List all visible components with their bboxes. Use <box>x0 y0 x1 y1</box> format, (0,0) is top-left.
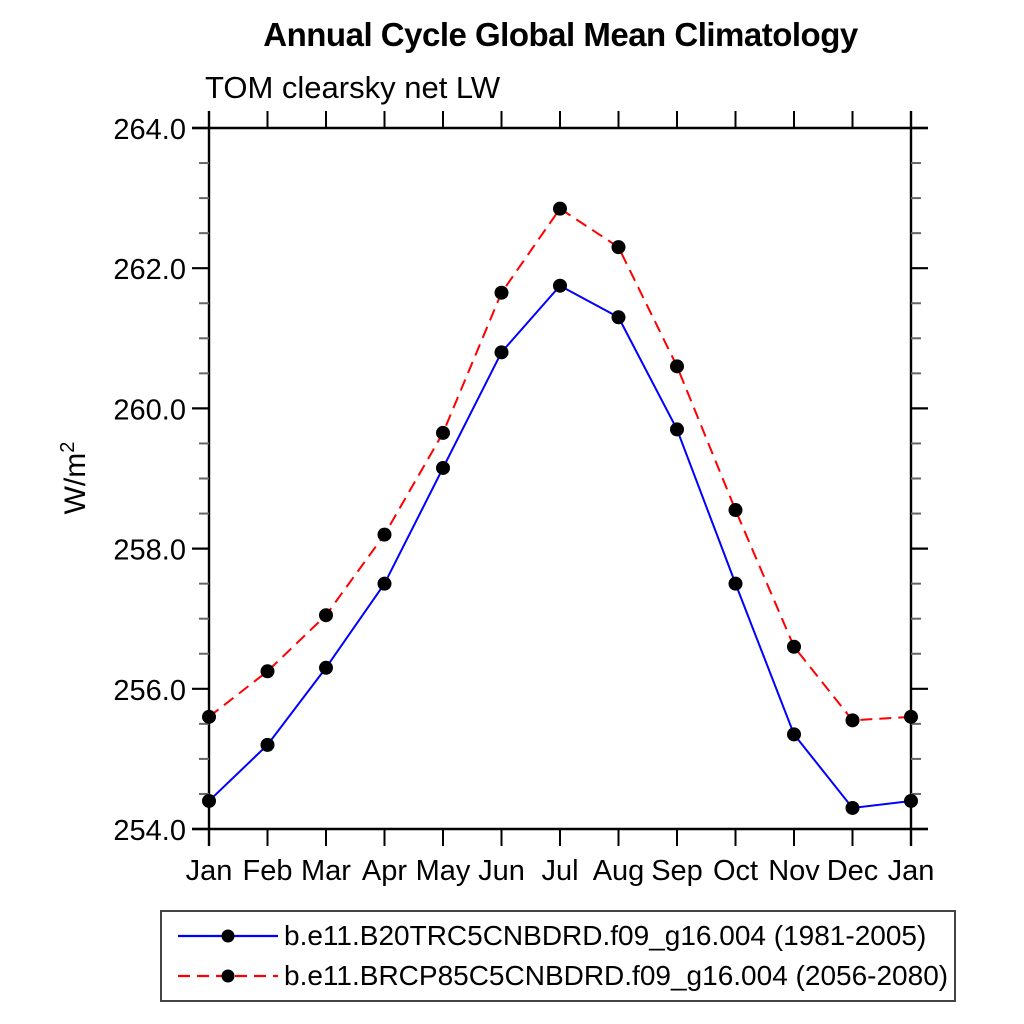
y-tick-label: 258.0 <box>113 535 186 567</box>
data-point <box>202 793 216 808</box>
data-point <box>553 278 567 293</box>
x-tick-label: Mar <box>301 855 351 887</box>
data-point <box>319 608 333 623</box>
chart-subtitle: TOM clearsky net LW <box>205 70 501 105</box>
data-point <box>670 422 684 437</box>
data-point <box>670 359 684 374</box>
data-point <box>494 285 509 300</box>
data-point <box>553 201 567 216</box>
x-tick-label: Apr <box>362 855 407 887</box>
x-tick-label: May <box>416 855 471 887</box>
x-tick-label: Nov <box>768 855 820 887</box>
legend-marker <box>221 929 235 943</box>
data-point <box>377 576 392 591</box>
data-point <box>377 527 392 542</box>
data-point <box>202 709 216 724</box>
data-point <box>787 727 801 742</box>
y-tick-label: 262.0 <box>113 254 186 286</box>
x-tick-label: Feb <box>243 855 293 887</box>
data-point <box>904 793 918 808</box>
x-tick-label: Jul <box>541 855 578 887</box>
data-point <box>494 345 509 360</box>
y-tick-label: 260.0 <box>113 394 186 426</box>
x-tick-label: Dec <box>827 855 879 887</box>
data-point <box>611 240 626 255</box>
x-tick-label: Jan <box>186 855 233 887</box>
data-point <box>436 425 450 440</box>
x-tick-label: Jun <box>478 855 525 887</box>
legend-line-sample <box>178 969 278 983</box>
data-point <box>611 310 626 325</box>
y-tick-label: 264.0 <box>113 114 186 146</box>
data-point <box>904 709 918 724</box>
series-line <box>208 284 912 810</box>
data-point <box>787 639 801 654</box>
data-point <box>845 713 860 728</box>
legend: b.e11.B20TRC5CNBDRD.f09_g16.004 (1981-20… <box>160 910 956 1002</box>
data-point <box>436 460 450 475</box>
y-tick-label: 254.0 <box>113 815 186 847</box>
legend-marker <box>221 969 235 983</box>
data-point <box>728 576 743 591</box>
legend-item: b.e11.BRCP85C5CNBDRD.f09_g16.004 (2056-2… <box>172 960 954 992</box>
data-point <box>319 660 333 675</box>
x-tick-label: Oct <box>713 855 758 887</box>
legend-line-sample <box>178 929 278 943</box>
legend-label: b.e11.B20TRC5CNBDRD.f09_g16.004 (1981-20… <box>284 920 927 951</box>
x-tick-label: Sep <box>651 855 703 887</box>
data-point <box>260 737 275 752</box>
y-tick-label: 256.0 <box>113 675 186 707</box>
data-point <box>260 664 275 679</box>
legend-label: b.e11.BRCP85C5CNBDRD.f09_g16.004 (2056-2… <box>284 960 949 991</box>
data-point <box>728 503 743 518</box>
data-point <box>845 800 860 815</box>
chart-title: Annual Cycle Global Mean Climatology <box>263 16 858 53</box>
legend-item: b.e11.B20TRC5CNBDRD.f09_g16.004 (1981-20… <box>172 920 954 952</box>
x-tick-label: Aug <box>593 855 645 887</box>
x-tick-label: Jan <box>888 855 935 887</box>
